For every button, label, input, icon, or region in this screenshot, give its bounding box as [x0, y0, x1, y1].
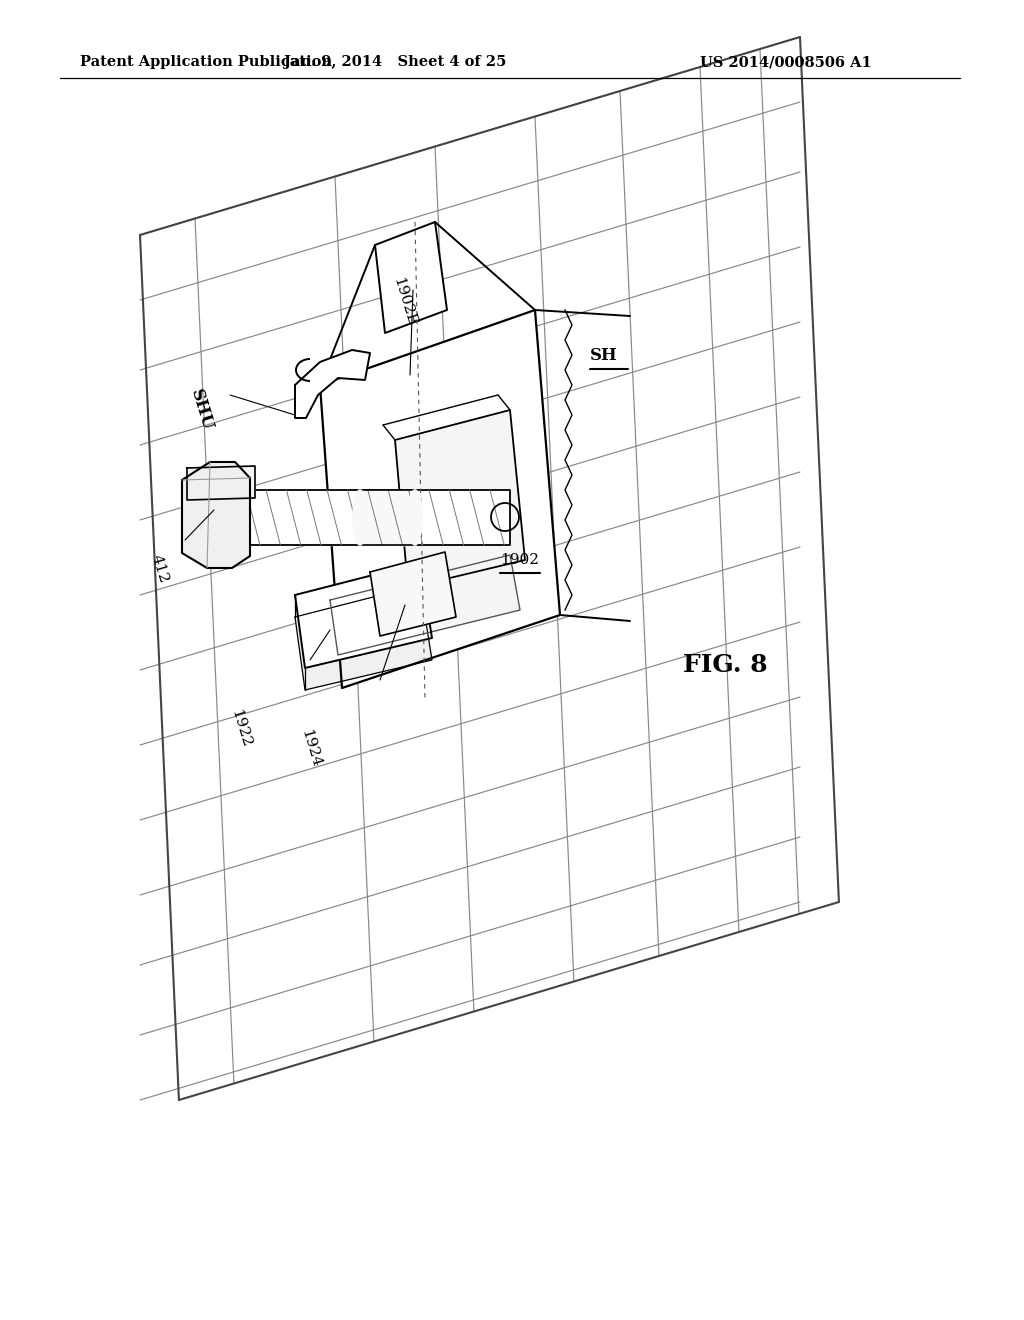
Text: Patent Application Publication: Patent Application Publication	[80, 55, 332, 69]
Ellipse shape	[408, 490, 422, 545]
Polygon shape	[295, 350, 370, 418]
Ellipse shape	[353, 490, 367, 545]
Text: US 2014/0008506 A1: US 2014/0008506 A1	[700, 55, 871, 69]
Polygon shape	[187, 466, 255, 500]
Polygon shape	[295, 585, 432, 690]
Polygon shape	[330, 554, 520, 655]
Polygon shape	[375, 222, 447, 333]
Text: 1902: 1902	[500, 553, 539, 568]
Text: Jan. 9, 2014   Sheet 4 of 25: Jan. 9, 2014 Sheet 4 of 25	[284, 55, 506, 69]
Polygon shape	[370, 552, 456, 636]
Polygon shape	[182, 462, 250, 568]
Text: FIG. 8: FIG. 8	[683, 653, 767, 677]
Polygon shape	[360, 490, 415, 545]
Text: 1924: 1924	[298, 727, 324, 770]
Polygon shape	[395, 411, 525, 587]
Text: 1902E: 1902E	[390, 276, 419, 327]
Text: 412: 412	[148, 553, 170, 585]
Polygon shape	[185, 490, 510, 545]
Polygon shape	[319, 310, 560, 688]
Text: SHU: SHU	[186, 388, 215, 433]
Text: SH: SH	[590, 346, 617, 363]
Text: 1922: 1922	[228, 708, 253, 750]
Polygon shape	[295, 564, 432, 668]
